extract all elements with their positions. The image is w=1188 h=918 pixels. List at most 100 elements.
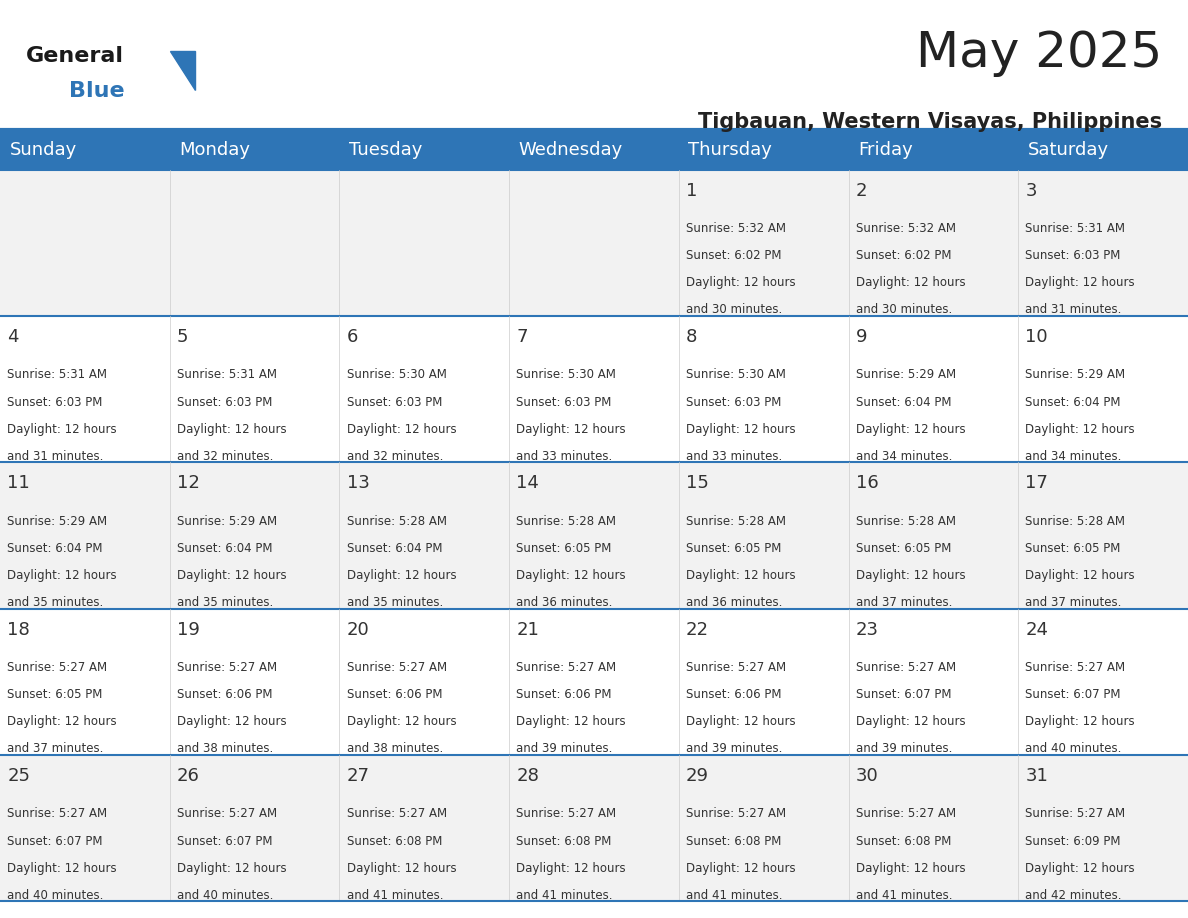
Text: Tuesday: Tuesday — [349, 141, 422, 159]
Text: and 42 minutes.: and 42 minutes. — [1025, 889, 1121, 901]
Text: and 38 minutes.: and 38 minutes. — [177, 743, 273, 756]
Text: Daylight: 12 hours: Daylight: 12 hours — [7, 862, 116, 875]
Bar — [0, 170, 1188, 316]
Text: Sunrise: 5:27 AM: Sunrise: 5:27 AM — [177, 808, 277, 821]
Text: Sunrise: 5:29 AM: Sunrise: 5:29 AM — [855, 368, 956, 382]
Text: and 39 minutes.: and 39 minutes. — [517, 743, 613, 756]
Text: Saturday: Saturday — [1028, 141, 1108, 159]
Text: 23: 23 — [855, 621, 879, 639]
Text: Sunrise: 5:27 AM: Sunrise: 5:27 AM — [177, 661, 277, 674]
Text: 29: 29 — [685, 767, 709, 785]
Text: Daylight: 12 hours: Daylight: 12 hours — [1025, 862, 1135, 875]
Text: Sunrise: 5:29 AM: Sunrise: 5:29 AM — [1025, 368, 1125, 382]
Text: and 30 minutes.: and 30 minutes. — [685, 303, 782, 317]
Text: 2: 2 — [855, 182, 867, 200]
Text: 20: 20 — [347, 621, 369, 639]
Text: General: General — [26, 46, 124, 66]
Text: Sunset: 6:03 PM: Sunset: 6:03 PM — [7, 396, 102, 409]
Text: and 32 minutes.: and 32 minutes. — [347, 450, 443, 463]
Text: 10: 10 — [1025, 328, 1048, 346]
Text: May 2025: May 2025 — [916, 29, 1162, 77]
Text: 30: 30 — [855, 767, 878, 785]
Text: and 38 minutes.: and 38 minutes. — [347, 743, 443, 756]
Text: Sunrise: 5:28 AM: Sunrise: 5:28 AM — [347, 515, 447, 528]
Text: Sunrise: 5:27 AM: Sunrise: 5:27 AM — [517, 661, 617, 674]
Text: and 37 minutes.: and 37 minutes. — [855, 596, 952, 609]
Text: Daylight: 12 hours: Daylight: 12 hours — [855, 862, 966, 875]
Text: Sunset: 6:05 PM: Sunset: 6:05 PM — [1025, 542, 1120, 554]
Text: Daylight: 12 hours: Daylight: 12 hours — [685, 862, 796, 875]
Text: Daylight: 12 hours: Daylight: 12 hours — [347, 422, 456, 436]
Text: 28: 28 — [517, 767, 539, 785]
Text: Daylight: 12 hours: Daylight: 12 hours — [855, 569, 966, 582]
Text: Daylight: 12 hours: Daylight: 12 hours — [7, 569, 116, 582]
Text: Daylight: 12 hours: Daylight: 12 hours — [177, 569, 286, 582]
Text: Sunset: 6:04 PM: Sunset: 6:04 PM — [1025, 396, 1121, 409]
Text: and 33 minutes.: and 33 minutes. — [517, 450, 613, 463]
Text: Sunrise: 5:27 AM: Sunrise: 5:27 AM — [347, 808, 447, 821]
Text: Sunset: 6:06 PM: Sunset: 6:06 PM — [517, 688, 612, 701]
Text: 12: 12 — [177, 475, 200, 492]
Text: 11: 11 — [7, 475, 30, 492]
Text: 14: 14 — [517, 475, 539, 492]
Text: and 41 minutes.: and 41 minutes. — [685, 889, 783, 901]
Text: 15: 15 — [685, 475, 709, 492]
Text: Sunrise: 5:27 AM: Sunrise: 5:27 AM — [1025, 661, 1125, 674]
Text: and 30 minutes.: and 30 minutes. — [855, 303, 952, 317]
Text: and 31 minutes.: and 31 minutes. — [1025, 303, 1121, 317]
Text: and 41 minutes.: and 41 minutes. — [517, 889, 613, 901]
Text: 13: 13 — [347, 475, 369, 492]
Text: and 35 minutes.: and 35 minutes. — [177, 596, 273, 609]
Text: and 41 minutes.: and 41 minutes. — [855, 889, 953, 901]
Text: 8: 8 — [685, 328, 697, 346]
Text: Daylight: 12 hours: Daylight: 12 hours — [517, 422, 626, 436]
Bar — [0, 609, 1188, 756]
Text: 27: 27 — [347, 767, 369, 785]
Text: Daylight: 12 hours: Daylight: 12 hours — [7, 715, 116, 728]
Text: 31: 31 — [1025, 767, 1048, 785]
Text: Sunset: 6:04 PM: Sunset: 6:04 PM — [7, 542, 102, 554]
Text: 7: 7 — [517, 328, 527, 346]
Text: Sunrise: 5:31 AM: Sunrise: 5:31 AM — [177, 368, 277, 382]
Text: Daylight: 12 hours: Daylight: 12 hours — [177, 715, 286, 728]
Bar — [0, 130, 1188, 170]
Text: Sunset: 6:02 PM: Sunset: 6:02 PM — [685, 249, 782, 263]
Text: Sunset: 6:06 PM: Sunset: 6:06 PM — [685, 688, 782, 701]
Text: Sunset: 6:04 PM: Sunset: 6:04 PM — [177, 542, 272, 554]
Text: Daylight: 12 hours: Daylight: 12 hours — [1025, 276, 1135, 289]
Text: 19: 19 — [177, 621, 200, 639]
Text: Sunset: 6:03 PM: Sunset: 6:03 PM — [177, 396, 272, 409]
Text: Sunrise: 5:28 AM: Sunrise: 5:28 AM — [685, 515, 786, 528]
Text: 3: 3 — [1025, 182, 1037, 200]
Text: Sunrise: 5:28 AM: Sunrise: 5:28 AM — [517, 515, 617, 528]
Text: Sunset: 6:03 PM: Sunset: 6:03 PM — [685, 396, 782, 409]
Text: and 40 minutes.: and 40 minutes. — [7, 889, 103, 901]
Text: Daylight: 12 hours: Daylight: 12 hours — [517, 569, 626, 582]
Text: and 39 minutes.: and 39 minutes. — [855, 743, 952, 756]
Text: Daylight: 12 hours: Daylight: 12 hours — [517, 715, 626, 728]
Text: Daylight: 12 hours: Daylight: 12 hours — [517, 862, 626, 875]
Text: Sunrise: 5:30 AM: Sunrise: 5:30 AM — [517, 368, 617, 382]
Text: Daylight: 12 hours: Daylight: 12 hours — [347, 862, 456, 875]
Text: Sunrise: 5:30 AM: Sunrise: 5:30 AM — [685, 368, 785, 382]
Text: Sunset: 6:06 PM: Sunset: 6:06 PM — [347, 688, 442, 701]
Text: Sunrise: 5:32 AM: Sunrise: 5:32 AM — [685, 222, 786, 235]
Text: Sunrise: 5:27 AM: Sunrise: 5:27 AM — [855, 661, 956, 674]
Text: and 40 minutes.: and 40 minutes. — [1025, 743, 1121, 756]
Text: Friday: Friday — [858, 141, 912, 159]
Text: and 31 minutes.: and 31 minutes. — [7, 450, 103, 463]
Text: and 37 minutes.: and 37 minutes. — [1025, 596, 1121, 609]
Text: Sunrise: 5:27 AM: Sunrise: 5:27 AM — [855, 808, 956, 821]
Text: Sunrise: 5:28 AM: Sunrise: 5:28 AM — [1025, 515, 1125, 528]
Bar — [0, 463, 1188, 609]
Text: Sunrise: 5:27 AM: Sunrise: 5:27 AM — [7, 661, 107, 674]
Text: Daylight: 12 hours: Daylight: 12 hours — [855, 422, 966, 436]
Text: Wednesday: Wednesday — [519, 141, 623, 159]
Text: Sunrise: 5:29 AM: Sunrise: 5:29 AM — [177, 515, 277, 528]
Text: Sunset: 6:05 PM: Sunset: 6:05 PM — [685, 542, 782, 554]
Text: Sunrise: 5:31 AM: Sunrise: 5:31 AM — [7, 368, 107, 382]
Text: and 37 minutes.: and 37 minutes. — [7, 743, 103, 756]
Text: and 36 minutes.: and 36 minutes. — [517, 596, 613, 609]
Text: Sunset: 6:08 PM: Sunset: 6:08 PM — [347, 834, 442, 847]
Text: Daylight: 12 hours: Daylight: 12 hours — [685, 569, 796, 582]
